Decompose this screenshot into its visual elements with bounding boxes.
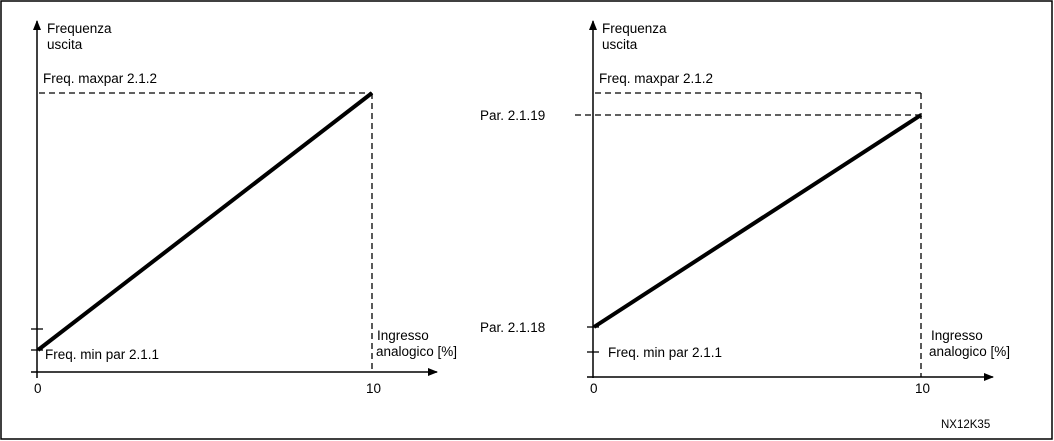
- left-x-tick-start-label: 0: [34, 381, 42, 396]
- right-x-tick-start-label: 0: [590, 381, 598, 396]
- left-max-label: Freq. maxpar 2.1.2: [43, 71, 157, 86]
- right-x-axis-label-line2: analogico [%]: [929, 344, 1010, 359]
- right-par-low-label: Par. 2.1.18: [480, 320, 545, 335]
- right-y-axis-label-line2: uscita: [602, 37, 638, 52]
- right-scaling-line: [592, 113, 923, 329]
- left-scaling-line: [36, 91, 374, 352]
- right-max-label: Freq. maxpar 2.1.2: [599, 71, 713, 86]
- right-x-axis-label-line1: Ingresso: [931, 328, 983, 343]
- left-panel: Frequenza uscita Freq. maxpar 2.1.2 Freq…: [31, 20, 457, 396]
- right-par-high-label: Par. 2.1.19: [480, 108, 545, 123]
- left-x-axis-label-line2: analogico [%]: [376, 344, 457, 359]
- left-min-label: Freq. min par 2.1.1: [45, 347, 159, 362]
- left-y-axis-label-line2: uscita: [47, 37, 83, 52]
- right-x-tick-end-label: 10: [915, 381, 930, 396]
- left-y-axis-label-line1: Frequenza: [47, 21, 112, 36]
- left-x-axis-label-line1: Ingresso: [377, 328, 429, 343]
- left-x-tick-end-label: 10: [366, 381, 381, 396]
- right-panel: Frequenza uscita Freq. maxpar 2.1.2 Par.…: [480, 20, 1010, 396]
- right-min-label: Freq. min par 2.1.1: [608, 345, 722, 360]
- figure-code-label: NX12K35: [941, 419, 990, 431]
- right-y-axis-label-line1: Frequenza: [602, 21, 667, 36]
